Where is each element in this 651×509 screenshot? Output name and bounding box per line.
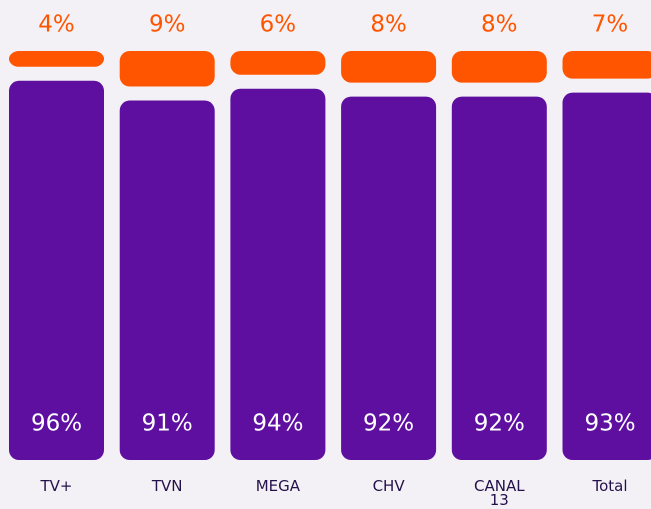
bar-segment bbox=[563, 93, 651, 460]
bar-segment bbox=[9, 51, 104, 67]
value-label: 7% bbox=[592, 12, 629, 38]
value-label: 6% bbox=[260, 12, 297, 38]
value-label: 9% bbox=[149, 12, 186, 38]
value-label: 8% bbox=[370, 12, 407, 38]
bar-segment bbox=[341, 51, 436, 83]
value-label: 4% bbox=[38, 12, 75, 38]
category-label: MEGA bbox=[248, 479, 308, 493]
bar-segment bbox=[563, 51, 651, 79]
value-label: 91% bbox=[142, 411, 193, 437]
bar-segment bbox=[230, 89, 325, 460]
bar-segment bbox=[452, 97, 547, 460]
category-label: Total bbox=[580, 479, 640, 493]
bar-segment bbox=[452, 51, 547, 83]
value-label: 92% bbox=[474, 411, 525, 437]
category-label: TVN bbox=[137, 479, 197, 493]
value-label: 8% bbox=[481, 12, 518, 38]
value-label: 94% bbox=[252, 411, 303, 437]
value-label: 93% bbox=[584, 411, 635, 437]
value-label: 92% bbox=[363, 411, 414, 437]
bar-segment bbox=[120, 51, 215, 87]
value-label: 96% bbox=[31, 411, 82, 437]
bar-segment bbox=[230, 51, 325, 75]
category-label: CANAL 13 bbox=[469, 479, 529, 507]
category-label: CHV bbox=[359, 479, 419, 493]
category-label: TV+ bbox=[27, 479, 87, 493]
bar-segment bbox=[341, 97, 436, 460]
bar-segment bbox=[120, 101, 215, 460]
bar-segment bbox=[9, 81, 104, 460]
